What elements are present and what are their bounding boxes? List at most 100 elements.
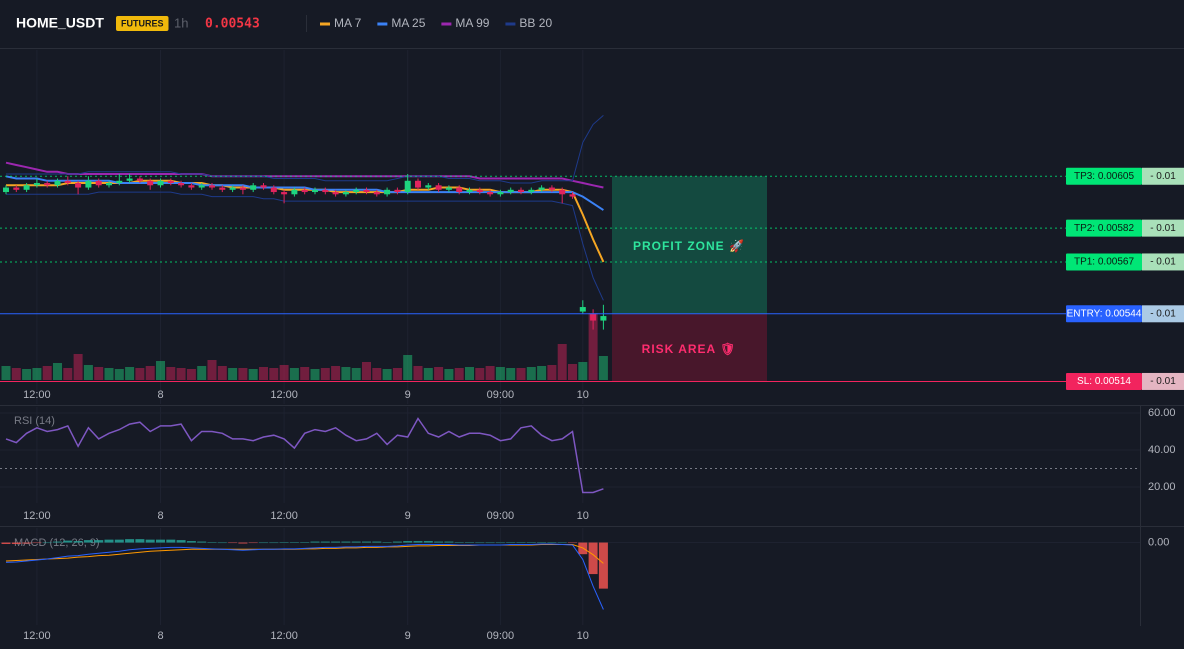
histogram-bar bbox=[11, 542, 21, 545]
volume-bar bbox=[83, 365, 93, 380]
candle-body bbox=[301, 189, 308, 193]
candle-body bbox=[456, 187, 463, 193]
histogram-bar bbox=[382, 542, 392, 543]
candle-body bbox=[95, 180, 102, 186]
histogram-bar bbox=[248, 542, 258, 544]
candle-body bbox=[322, 189, 329, 193]
volume-bar bbox=[289, 368, 299, 380]
panel-title: MACD (12, 26, 9) bbox=[14, 537, 100, 549]
volume-bar bbox=[578, 362, 588, 380]
volume-bar bbox=[372, 368, 382, 380]
histogram-bar bbox=[135, 539, 145, 543]
volume-bar bbox=[125, 367, 135, 380]
histogram-bar bbox=[485, 542, 495, 544]
volume-bar bbox=[73, 354, 83, 380]
candle-body bbox=[106, 183, 112, 186]
histogram-bar bbox=[228, 542, 238, 544]
volume-bar bbox=[22, 369, 32, 380]
histogram-bar bbox=[506, 542, 516, 543]
candle-body bbox=[219, 187, 226, 190]
volume-bar bbox=[145, 366, 155, 380]
histogram-bar bbox=[423, 541, 433, 543]
volume-bar bbox=[341, 367, 351, 380]
histogram-bar bbox=[238, 542, 248, 544]
histogram-bar bbox=[598, 542, 608, 589]
histogram-bar bbox=[341, 541, 351, 543]
level-qty: - 0.01 bbox=[1150, 376, 1176, 387]
histogram-bar bbox=[362, 541, 371, 543]
volume-bar bbox=[11, 368, 21, 380]
histogram-bar bbox=[516, 542, 526, 543]
volume-bar bbox=[176, 368, 186, 380]
candle-body bbox=[198, 185, 205, 188]
y-tick-label: 40.00 bbox=[1148, 444, 1176, 456]
candle-body bbox=[260, 185, 267, 188]
histogram-bar bbox=[547, 542, 557, 543]
legend-label: BB 20 bbox=[519, 16, 552, 30]
histogram-bar bbox=[351, 541, 361, 543]
histogram-bar bbox=[269, 542, 279, 544]
histogram-bar bbox=[331, 541, 341, 543]
candle-body bbox=[559, 189, 566, 195]
candle-body bbox=[363, 189, 370, 193]
histogram-bar bbox=[289, 542, 299, 543]
histogram-bar bbox=[114, 539, 124, 543]
x-tick-label: 12:00 bbox=[23, 510, 51, 522]
candle-body bbox=[178, 183, 185, 186]
level-qty-bg bbox=[1142, 305, 1184, 323]
panel-title: RSI (14) bbox=[14, 415, 55, 427]
volume-bar bbox=[485, 366, 495, 380]
histogram-bar bbox=[42, 542, 52, 544]
candle-body bbox=[548, 187, 555, 190]
x-tick-label: 10 bbox=[577, 510, 589, 522]
candle-body bbox=[3, 187, 9, 193]
last-price: 0.00543 bbox=[205, 17, 260, 32]
histogram-bar bbox=[526, 542, 536, 543]
histogram-bar bbox=[310, 541, 320, 543]
x-tick-label: 9 bbox=[405, 630, 411, 642]
candle-body bbox=[291, 189, 298, 195]
candle-body bbox=[579, 307, 586, 312]
x-tick-label: 8 bbox=[157, 630, 163, 642]
candle-body bbox=[569, 194, 576, 197]
histogram-bar bbox=[104, 539, 114, 543]
histogram-bar bbox=[537, 542, 547, 543]
market-badge: FUTURES bbox=[121, 18, 164, 28]
level-label: SL: 0.00514 bbox=[1077, 376, 1131, 387]
macd-line bbox=[5, 543, 604, 610]
x-tick-label: 9 bbox=[405, 389, 411, 401]
histogram-bar bbox=[145, 539, 155, 543]
candle-body bbox=[54, 180, 61, 186]
legend: MA 7 MA 25 MA 99 BB 20 bbox=[320, 16, 552, 30]
histogram-bar bbox=[444, 541, 454, 543]
histogram-bar bbox=[413, 541, 423, 543]
legend-label: MA 25 bbox=[391, 16, 425, 30]
volume-bar bbox=[197, 366, 207, 380]
candle-body bbox=[126, 178, 133, 181]
volume-bar bbox=[516, 368, 526, 380]
overlay-line bbox=[6, 115, 604, 184]
candle-body bbox=[342, 192, 349, 195]
volume-bar bbox=[135, 368, 145, 380]
volume-bar bbox=[1, 366, 11, 380]
candle-body bbox=[312, 189, 318, 193]
candle-body bbox=[281, 192, 288, 195]
histogram-bar bbox=[207, 542, 217, 543]
legend-label: MA 99 bbox=[455, 16, 489, 30]
histogram-bar bbox=[53, 541, 62, 543]
volume-bar bbox=[207, 360, 217, 380]
histogram-bar bbox=[156, 539, 165, 543]
histogram-bar bbox=[83, 540, 93, 543]
interval: 1h bbox=[174, 15, 188, 30]
candle-body bbox=[239, 187, 246, 190]
histogram-bar bbox=[125, 539, 135, 543]
zone-label: PROFIT ZONE 🚀 bbox=[633, 239, 745, 253]
histogram-bar bbox=[465, 542, 474, 543]
y-tick-label: 60.00 bbox=[1148, 407, 1176, 419]
overlay-line bbox=[5, 175, 604, 211]
badge-background bbox=[116, 16, 169, 31]
candle-body bbox=[116, 180, 123, 184]
candle-body bbox=[415, 180, 421, 188]
